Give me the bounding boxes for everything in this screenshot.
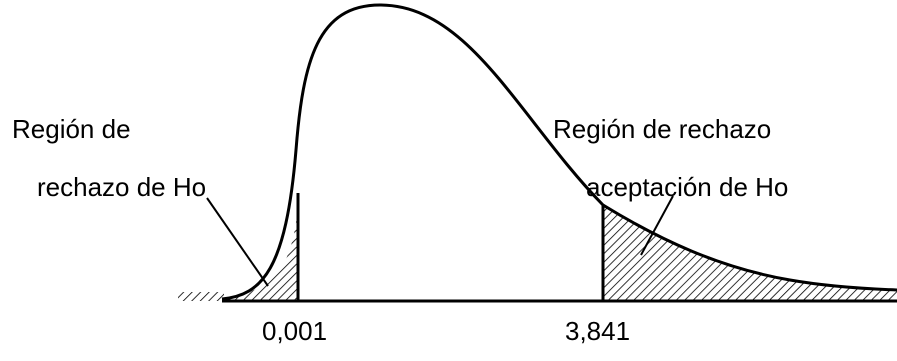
upper-critical-value: 3,841	[565, 316, 631, 346]
left-region-label-line2: rechazo de Ho	[37, 172, 207, 202]
right-label-pointer	[640, 195, 674, 256]
left-label-pointer	[206, 197, 269, 287]
lower-critical-value: 0,001	[262, 316, 328, 346]
left-region-label-line1: Región de	[12, 114, 131, 144]
right-region-label-line2: aceptación de Ho	[586, 172, 789, 202]
right-region-label-line1: Región de rechazo	[553, 114, 772, 144]
left-baseline-hatch	[178, 292, 224, 301]
distribution-curve	[221, 3, 897, 301]
right-tail-shaded-area	[603, 205, 897, 301]
left-tail-shaded-area	[222, 205, 298, 301]
